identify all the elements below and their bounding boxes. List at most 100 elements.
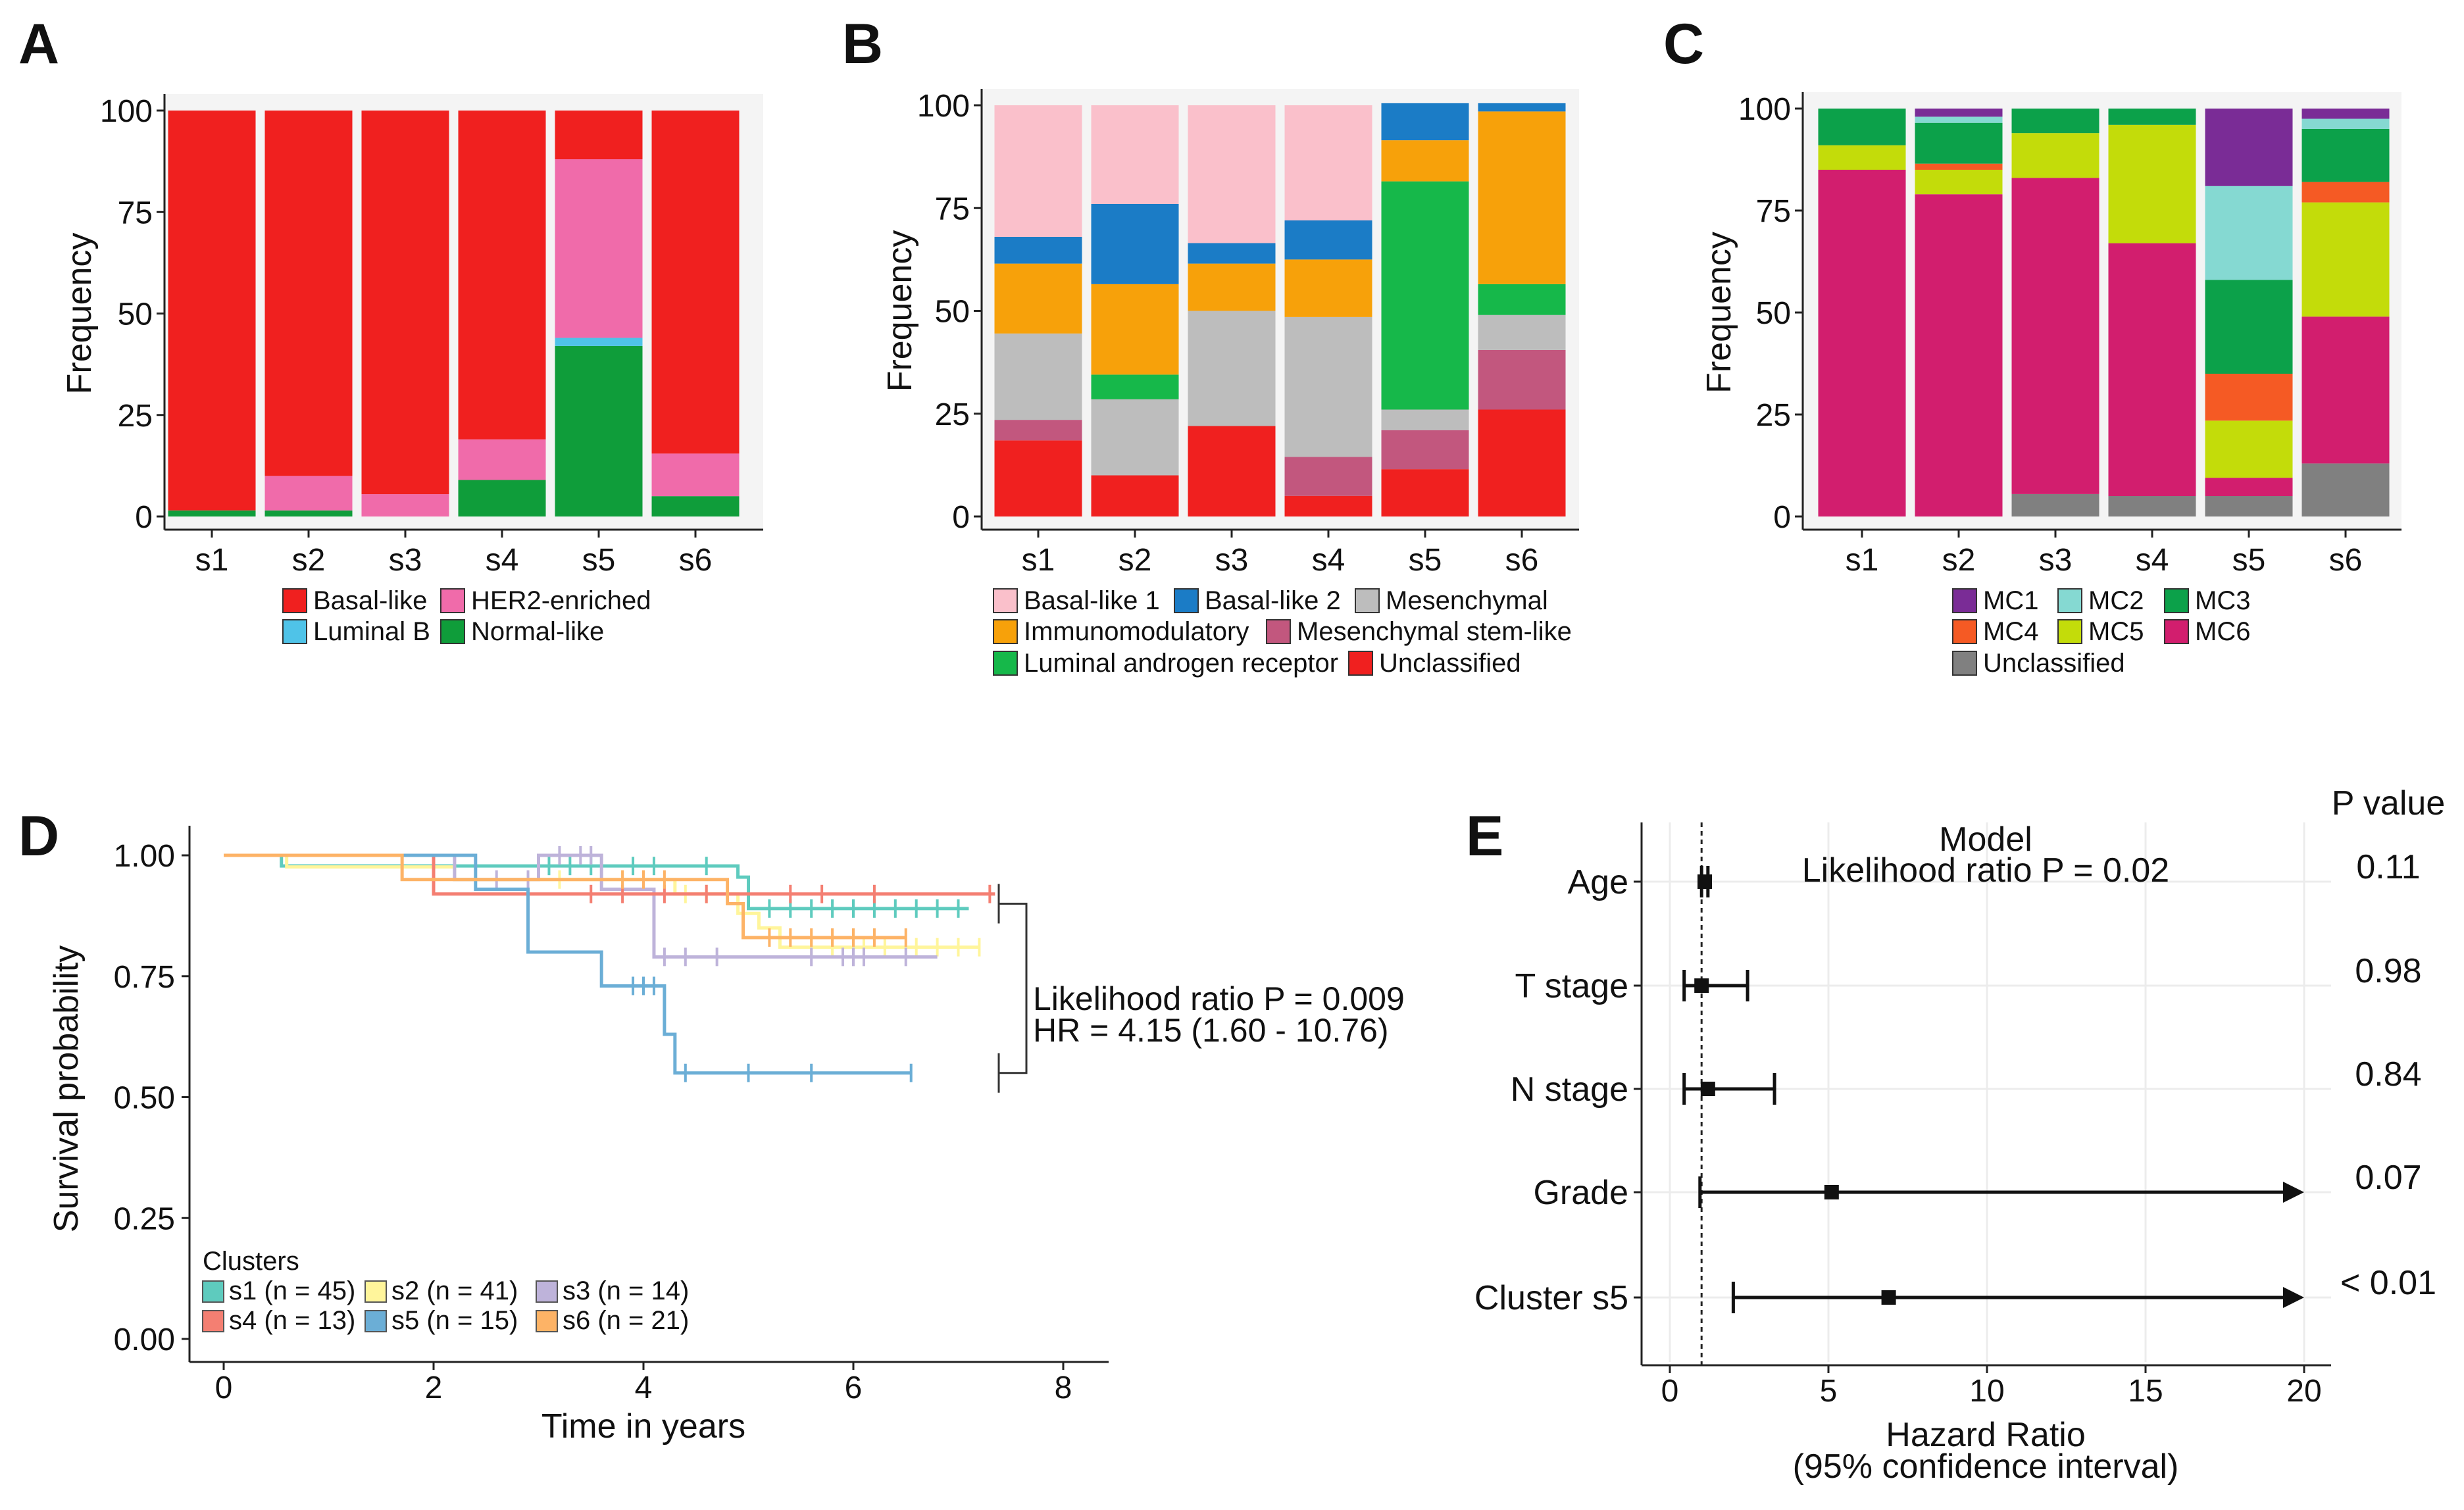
- panel-d-y-tick-label: 1.00: [114, 839, 175, 874]
- panel-b-bar-segment: [994, 333, 1082, 420]
- panel-e-x-tick-label: 5: [1820, 1374, 1838, 1409]
- panel-d-y-tick-label: 0.00: [114, 1322, 175, 1357]
- panel-e-hazard-ratio-point: [1700, 1082, 1715, 1096]
- panel-b-bar-segment: [1091, 105, 1179, 204]
- panel-d-legend-label: s5 (n = 15): [391, 1306, 518, 1335]
- panel-a-legend-label: Normal-like: [471, 617, 604, 646]
- panel-d-hazard-ratio-text: HR = 4.15 (1.60 - 10.76): [1033, 1012, 1389, 1049]
- panel-e-row-label: Age: [1567, 863, 1628, 901]
- panel-a-bar-segment: [458, 480, 546, 516]
- panel-c-bar-segment: [2205, 478, 2293, 496]
- panel-letter-a: A: [18, 13, 59, 76]
- panel-c-y-tick-label: 25: [1756, 398, 1791, 433]
- panel-c-legend-label: MC5: [2088, 617, 2144, 646]
- panel-b-y-tick-label: 75: [935, 191, 970, 226]
- panel-b-bar-segment: [1478, 103, 1566, 112]
- panel-c-legend-label: Unclassified: [1983, 649, 2125, 678]
- panel-b-bar-segment: [1478, 284, 1566, 315]
- panel-a-x-tick-label: s1: [195, 543, 229, 578]
- panel-b-bar-segment: [1381, 469, 1469, 516]
- panel-d-legend-swatch: [536, 1280, 558, 1303]
- panel-e-hazard-ratio-point: [1697, 874, 1713, 889]
- panel-b-x-tick-label: s3: [1215, 543, 1249, 578]
- panel-b-bar-segment: [1381, 181, 1469, 410]
- panel-e-ci-arrowhead: [2283, 1287, 2304, 1308]
- panel-c-bar-segment: [2205, 374, 2293, 421]
- panel-b-bar-segment: [1381, 140, 1469, 182]
- panel-b-bar-segment: [994, 420, 1082, 441]
- km-curve: [224, 853, 911, 1075]
- panel-a-bar-segment: [264, 510, 353, 516]
- panel-c-bar-segment: [2205, 109, 2293, 186]
- panel-e-pvalue-label: 0.11: [2356, 848, 2420, 886]
- km-curve: [224, 853, 938, 959]
- panel-e-x-axis-subtitle: (95% confidence interval): [1793, 1447, 2179, 1486]
- panel-a-y-tick-label: 25: [118, 399, 153, 434]
- panel-b-bar-segment: [1284, 259, 1372, 317]
- panel-b-bar-segment: [1188, 105, 1276, 243]
- panel-a-bar-segment: [651, 453, 740, 497]
- panel-b-legend-label: Basal-like 2: [1205, 586, 1341, 615]
- panel-a-y-tick-label: 50: [118, 297, 153, 332]
- panel-c-y-tick-label: 0: [1773, 500, 1791, 535]
- panel-e-forest-plot: 0 5 10 15 20 Hazard Ratio(95% confidence inte…: [1474, 784, 2445, 1486]
- panel-a-bar-segment: [264, 476, 353, 511]
- panel-d-x-tick-label: 2: [425, 1371, 443, 1405]
- panel-b-bar-segment: [1284, 316, 1372, 457]
- panel-c-bar-segment: [2108, 109, 2196, 125]
- panel-c-x-tick-label: s2: [1942, 543, 1976, 578]
- panel-c-bar-segment: [1915, 122, 2003, 164]
- panel-a-bar-segment: [555, 345, 643, 516]
- panel-b-legend-label: Immunomodulatory: [1024, 617, 1249, 646]
- panel-b-tnbc-subtype-bar-chart: 0 25 50 75 100 Frequency s1 s2 s3 s4 s5 s6 Basal-lik…: [881, 89, 1579, 678]
- panel-c-x-tick-label: s1: [1846, 543, 1879, 578]
- panel-b-x-tick-label: s1: [1022, 543, 1055, 578]
- panel-b-bar-segment: [1091, 284, 1179, 375]
- panel-e-x-axis-title: Hazard Ratio: [1886, 1416, 2085, 1454]
- panel-c-bar-segment: [2301, 118, 2390, 129]
- panel-c-y-axis-title: Frequency: [1700, 232, 1738, 393]
- panel-letter-d: D: [18, 805, 59, 868]
- panel-a-legend-swatch: [282, 619, 307, 644]
- panel-e-x-tick-label: 0: [1661, 1374, 1679, 1409]
- panel-c-x-tick-label: s6: [2329, 543, 2363, 578]
- panel-c-bar-segment: [2108, 243, 2196, 496]
- panel-c-legend-label: MC6: [2195, 617, 2250, 646]
- panel-b-legend-swatch: [993, 651, 1018, 676]
- panel-b-legend-label: Luminal androgen receptor: [1024, 649, 1338, 678]
- panel-c-legend-label: MC3: [2195, 586, 2250, 615]
- panel-b-bar-segment: [1188, 311, 1276, 426]
- panel-a-bar-segment: [264, 111, 353, 476]
- panel-d-legend-swatch: [202, 1280, 224, 1303]
- panel-c-bar-segment: [2011, 133, 2099, 178]
- panel-b-bar-segment: [1284, 105, 1372, 220]
- panel-a-x-tick-label: s4: [486, 543, 519, 578]
- panel-e-pvalue-label: 0.98: [2355, 952, 2421, 990]
- panel-a-bar-segment: [168, 111, 256, 511]
- panel-c-legend-swatch: [2057, 588, 2082, 613]
- panel-b-bar-segment: [1478, 409, 1566, 516]
- panel-letter-e: E: [1466, 805, 1503, 868]
- panel-d-legend-label: s1 (n = 45): [229, 1276, 355, 1305]
- panel-c-legend-swatch: [1952, 588, 1977, 613]
- panel-c-bar-segment: [2205, 186, 2293, 280]
- panel-d-legend-label: s3 (n = 14): [563, 1276, 689, 1305]
- panel-b-bar-segment: [1188, 263, 1276, 311]
- panel-e-row-label: Cluster s5: [1474, 1279, 1628, 1317]
- panel-a-bar-segment: [651, 496, 740, 516]
- panel-d-y-tick-label: 0.50: [114, 1081, 175, 1116]
- panel-b-y-axis-title: Frequency: [881, 230, 919, 392]
- panel-e-ci-arrowhead: [2283, 1182, 2304, 1203]
- panel-a-x-tick-label: s2: [292, 543, 326, 578]
- panel-e-x-tick-label: 20: [2286, 1374, 2321, 1409]
- panel-b-y-tick-label: 0: [952, 500, 970, 535]
- panel-letter-b: B: [842, 13, 883, 76]
- panel-b-bar-segment: [1091, 374, 1179, 399]
- panel-d-legend-swatch: [202, 1310, 224, 1332]
- panel-a-bar-segment: [651, 111, 740, 454]
- panel-c-x-tick-label: s3: [2039, 543, 2073, 578]
- panel-d-legend-label: s4 (n = 13): [229, 1306, 355, 1335]
- panel-a-y-tick-label: 75: [118, 195, 153, 230]
- panel-b-bar-segment: [1091, 399, 1179, 476]
